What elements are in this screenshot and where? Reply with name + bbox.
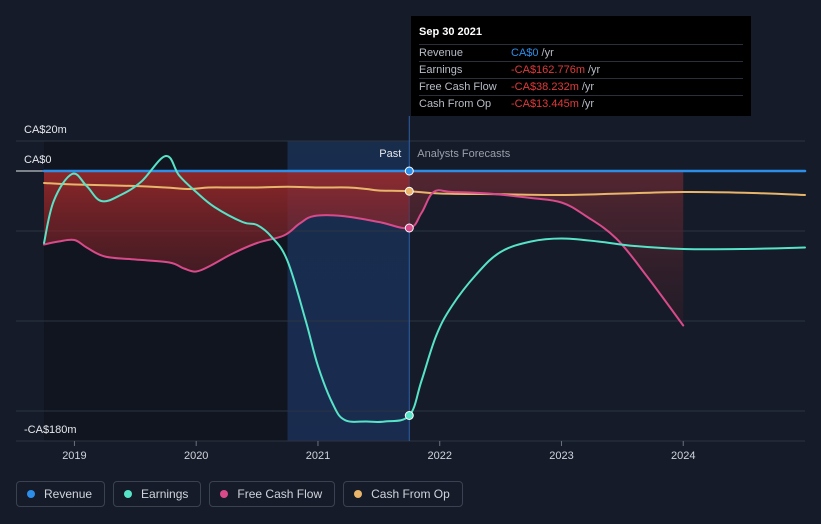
legend-item-label: Cash From Op xyxy=(371,487,450,501)
y-axis-label: CA$20m xyxy=(24,124,67,136)
tooltip-row-value: -CA$13.445m xyxy=(511,98,579,110)
tooltip-row-unit: /yr xyxy=(581,98,595,110)
tooltip-row-value: CA$0 xyxy=(511,47,539,59)
legend-dot-icon xyxy=(220,490,229,498)
forecast-label: Analysts Forecasts xyxy=(417,148,510,160)
tooltip-row-value: -CA$162.776m xyxy=(511,64,585,76)
legend-item-label: Earnings xyxy=(141,487,189,501)
legend-item-earnings[interactable]: Earnings xyxy=(113,481,202,507)
tooltip-row-label: Free Cash Flow xyxy=(419,81,497,93)
x-tick-label: 2023 xyxy=(549,450,573,462)
legend-item-revenue[interactable]: Revenue xyxy=(16,481,106,507)
x-tick-label: 2021 xyxy=(306,450,330,462)
earnings-marker xyxy=(404,411,414,420)
series-markers xyxy=(404,166,414,420)
series-lines xyxy=(42,155,807,424)
x-tick-label: 2024 xyxy=(671,450,695,462)
tooltip-row-unit: /yr xyxy=(541,47,554,59)
tooltip-row: Earnings -CA$162.776m/yr xyxy=(419,61,743,78)
tooltip-row: Revenue CA$0/yr xyxy=(419,44,743,61)
tooltip-row-label: Cash From Op xyxy=(419,98,492,110)
past-label: Past xyxy=(379,148,401,160)
tooltip-row: Free Cash Flow -CA$38.232m/yr xyxy=(419,78,743,95)
legend: Revenue Earnings Free Cash Flow Cash From O… xyxy=(16,481,463,507)
fcf-area-forecast xyxy=(409,171,684,326)
tooltip-row: Cash From Op -CA$13.445m/yr xyxy=(419,95,743,112)
legend-item-label: Revenue xyxy=(44,487,93,501)
tooltip-row-label: Earnings xyxy=(419,64,463,76)
legend-item-free-cash-flow[interactable]: Free Cash Flow xyxy=(209,481,336,507)
revenue-marker xyxy=(404,166,414,176)
free-cash-flow-line xyxy=(43,189,685,327)
free-cash-flow-area xyxy=(44,171,684,326)
tooltip-row-label: Revenue xyxy=(419,47,464,59)
cash-from-op-line xyxy=(43,182,806,197)
tooltip-row-unit: /yr xyxy=(588,64,601,76)
x-tick-label: 2019 xyxy=(62,450,86,462)
tooltip-row-value: -CA$38.232m xyxy=(511,81,579,93)
y-axis-label: -CA$180m xyxy=(24,424,77,436)
cash-from-op-marker xyxy=(404,186,414,196)
legend-dot-icon xyxy=(124,490,133,498)
legend-item-cash-from-op[interactable]: Cash From Op xyxy=(343,481,463,507)
legend-dot-icon xyxy=(27,490,35,498)
tooltip-row-unit: /yr xyxy=(581,81,595,93)
x-tick-label: 2022 xyxy=(427,450,451,462)
axis-labels: CA$20m CA$0 -CA$180m 2019 2020 2021 2022 2023 20… xyxy=(24,124,695,462)
fcf-area-past xyxy=(44,171,410,272)
earnings-line xyxy=(43,155,806,424)
tooltip-date: Sep 30 2021 xyxy=(419,26,482,38)
tooltip: Sep 30 2021 Revenue CA$0/yr Earnings -CA$16… xyxy=(411,16,751,116)
legend-item-label: Free Cash Flow xyxy=(237,487,323,501)
legend-dot-icon xyxy=(354,490,363,498)
free-cash-flow-marker xyxy=(404,223,414,233)
x-tick-label: 2020 xyxy=(184,450,208,462)
y-axis-label: CA$0 xyxy=(24,154,52,166)
